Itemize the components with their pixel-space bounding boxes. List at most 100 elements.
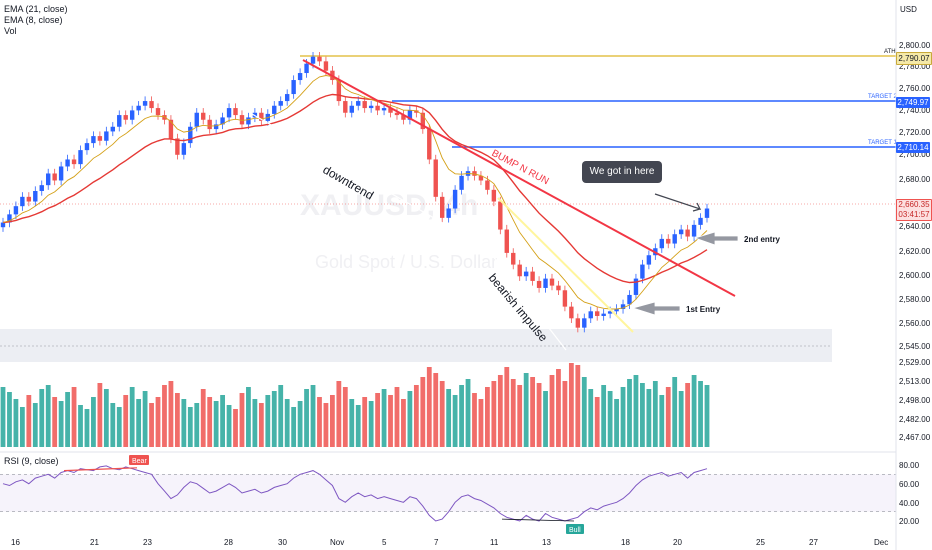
volume-bar (349, 399, 355, 447)
volume-bar (207, 397, 213, 447)
volume-bar (562, 381, 568, 447)
current-price: 2,660.35 (898, 200, 930, 209)
volume-bar (413, 385, 419, 447)
candle-body (284, 94, 290, 102)
volume-bar (39, 389, 45, 447)
time-tick: 28 (224, 538, 233, 547)
volume-bar (452, 395, 458, 447)
candle-body (272, 105, 277, 114)
level-name: ATH (884, 49, 896, 55)
candle-body (46, 173, 51, 186)
price-tick: 2,800.00 (899, 41, 931, 50)
candle-body (659, 238, 664, 249)
volume-bar (543, 391, 548, 447)
time-tick: 30 (278, 538, 287, 547)
volume-bar (278, 385, 284, 447)
price-tick: 2,545.00 (899, 342, 931, 351)
volume-bar (691, 375, 697, 447)
candle-body (446, 208, 451, 218)
legend-ema21[interactable]: EMA (21, close) (4, 4, 68, 14)
volume-bar (45, 385, 51, 447)
volume-bar (678, 391, 684, 447)
candle-body (666, 238, 671, 244)
candle-body (194, 112, 199, 127)
candle-body (142, 101, 148, 106)
price-tick: 2,760.00 (899, 84, 931, 93)
volume-bar (213, 401, 219, 447)
volume-bar (19, 407, 25, 447)
candle-body (26, 196, 32, 202)
watermark-subtitle: Gold Spot / U.S. Dollar (315, 252, 497, 272)
candle-body (246, 117, 251, 125)
volume-bar (52, 397, 58, 447)
candle-body (614, 308, 619, 312)
time-tick: 27 (809, 538, 818, 547)
candle-body (472, 171, 477, 176)
price-tick: 2,720.00 (899, 128, 931, 137)
got-in-callout: We got in here (582, 161, 662, 183)
volume-bar (174, 393, 180, 447)
volume-bar (549, 375, 555, 447)
rsi-tick: 40.00 (899, 499, 920, 508)
time-tick: 16 (11, 538, 20, 547)
volume-bar (517, 385, 523, 447)
volume-bar (472, 393, 477, 447)
rsi-bull-divergence (501, 518, 575, 522)
volume-bar (394, 387, 400, 447)
volume-bar (497, 375, 503, 447)
volume-bar (510, 379, 516, 447)
rsi-tick: 20.00 (899, 517, 920, 526)
ema8-line (2, 75, 708, 310)
volume-bar (271, 391, 277, 447)
legend-vol[interactable]: Vol (4, 26, 17, 36)
price-tick: 2,740.00 (899, 106, 931, 115)
volume-bar (439, 381, 445, 447)
volume-bar (194, 403, 200, 447)
candle-body (104, 131, 109, 141)
time-tick: 18 (621, 538, 630, 547)
volume-bar (485, 387, 490, 447)
volume-bar (291, 407, 297, 447)
candle-body (310, 56, 316, 64)
rsi-band (0, 474, 896, 512)
volume-bar (84, 409, 90, 447)
candle-body (343, 101, 348, 113)
candle-body (420, 112, 426, 130)
candle-body (110, 126, 115, 132)
volume-bar (594, 397, 600, 447)
current-price-tag: 2,660.35 03:41:57 (896, 199, 932, 221)
candle-body (65, 159, 70, 167)
candle-body (97, 136, 103, 141)
candle-body (685, 229, 690, 237)
volume-bar (110, 403, 116, 447)
candle-body (375, 105, 380, 111)
candle-body (233, 108, 238, 116)
volume-bar (7, 392, 12, 447)
time-tick: 13 (542, 538, 551, 547)
legend-ema8[interactable]: EMA (8, close) (4, 15, 63, 25)
price-tick: 2,620.00 (899, 247, 931, 256)
candle-body (678, 229, 684, 235)
candle-body (517, 264, 522, 277)
volume-bar (187, 407, 193, 447)
legend-rsi[interactable]: RSI (9, close) (4, 456, 59, 466)
candle-body (698, 217, 703, 225)
candle-body (323, 61, 329, 71)
volume-bar (388, 395, 393, 447)
bull-badge (566, 524, 584, 534)
volume-bar (310, 385, 316, 447)
currency-label[interactable]: USD (900, 5, 917, 14)
candle-body (601, 313, 606, 316)
got-in-arrow (654, 193, 702, 212)
candle-body (504, 229, 509, 253)
candle-body (317, 56, 322, 62)
volume-bar (446, 389, 452, 447)
volume-bar (220, 395, 225, 447)
candle-body (691, 224, 697, 237)
price-tick: 2,467.00 (899, 433, 931, 442)
volume-bar (568, 363, 574, 447)
candle-body (7, 214, 12, 223)
price-tick: 2,700.00 (899, 150, 931, 159)
volume-bar (433, 373, 439, 447)
